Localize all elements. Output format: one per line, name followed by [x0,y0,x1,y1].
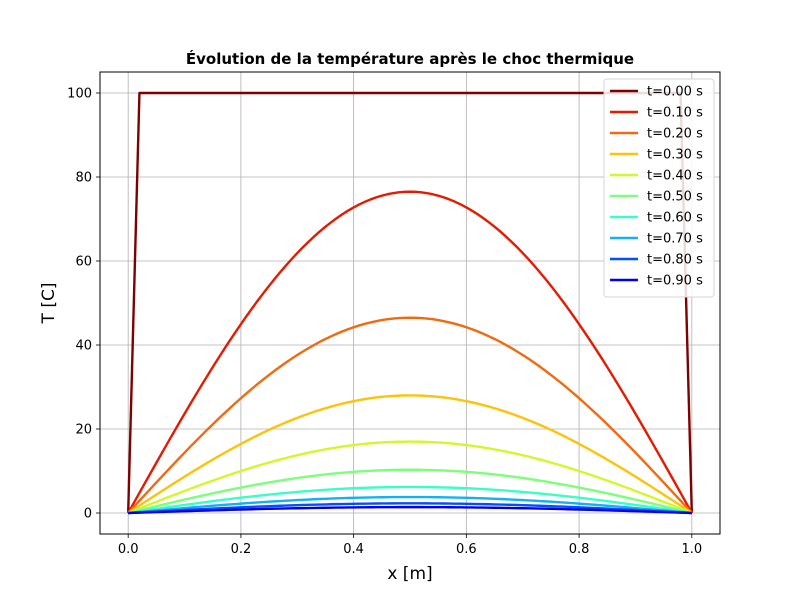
y-tick-label: 60 [75,255,92,270]
legend-label: t=0.70 s [647,232,703,247]
x-axis-label: x [m] [387,564,432,584]
series-lines [126,91,694,515]
series-line-3 [127,394,693,515]
legend-label: t=0.10 s [647,106,703,121]
y-axis-label: T [C] [39,283,59,325]
legend-label: t=0.90 s [647,274,703,289]
x-tick-label: 0.6 [456,542,477,557]
plot-frame [99,71,721,535]
x-tick-label: 0.0 [118,542,139,557]
y-tick-label: 40 [75,339,92,354]
series-line-9 [128,505,692,515]
series-line-5 [127,468,693,515]
y-tick-label: 20 [75,423,92,438]
legend-label: t=0.50 s [647,190,703,205]
y-tick-label: 100 [67,87,92,102]
legend-label: t=0.20 s [647,127,703,142]
x-ticks: 0.0 0.2 0.4 0.6 0.8 1.0 [118,534,702,557]
legend-label: t=0.80 s [647,253,703,268]
series-line-7 [128,495,692,515]
y-tick-label: 0 [84,507,92,522]
series-line-6 [128,485,692,515]
x-tick-label: 0.8 [569,542,590,557]
chart-title: Évolution de la température après le cho… [186,49,634,68]
series-line-0 [126,91,694,514]
legend-label: t=0.60 s [647,211,703,226]
y-ticks: 0 20 40 60 80 100 [67,87,100,522]
series-line-4 [127,440,693,515]
legend-label: t=0.00 s [647,85,703,100]
legend-label: t=0.40 s [647,169,703,184]
x-tick-label: 0.4 [343,542,364,557]
x-tick-label: 1.0 [681,542,702,557]
y-tick-label: 80 [75,171,92,186]
legend-label: t=0.30 s [647,148,703,163]
series-line-2 [127,316,693,514]
legend: t=0.00 s t=0.10 s t=0.20 s t=0.30 s t=0.40 s… [603,78,715,298]
series-line-1 [127,190,693,514]
series-line-8 [128,502,692,515]
x-tick-label: 0.2 [231,542,252,557]
